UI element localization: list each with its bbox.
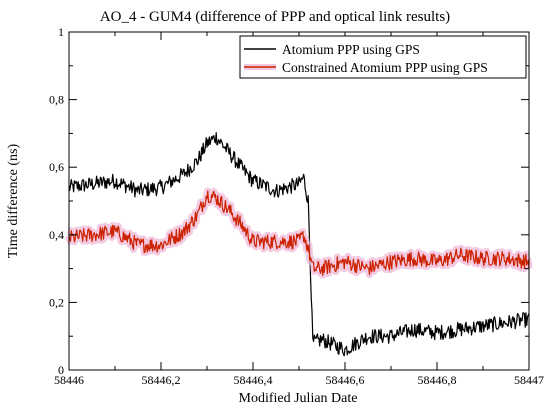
x-tick-label: 58446 (54, 373, 84, 387)
legend-box (239, 35, 527, 79)
legend-label-0: Atomium PPP using GPS (282, 42, 420, 57)
series-0-line (68, 132, 530, 357)
x-tick-label: 58446,6 (326, 373, 365, 387)
x-tick-label: 58446,8 (418, 373, 457, 387)
y-axis-title: Time difference (ns) (6, 144, 21, 259)
x-axis-title: Modified Julian Date (239, 391, 358, 406)
plot-area (65, 132, 533, 357)
y-tick-label: 0,8 (49, 93, 64, 107)
y-tick-label: 0 (58, 363, 64, 377)
plot-frame (68, 31, 530, 371)
chart-title: AO_4 - GUM4 (difference of PPP and optic… (100, 9, 450, 25)
legend: Atomium PPP using GPS Constrained Atomium… (239, 35, 527, 79)
series-1-uncertainty-band (65, 187, 533, 279)
legend-label-1: Constrained Atomium PPP using GPS (282, 60, 488, 75)
x-tick-label: 58446,4 (234, 373, 273, 387)
y-tick-label: 1 (58, 25, 64, 39)
x-tick-label: 58446,2 (142, 373, 181, 387)
series-1-line (68, 190, 530, 276)
y-tick-label: 0,4 (49, 228, 64, 242)
x-tick-label: 58447 (514, 373, 544, 387)
y-tick-label: 0,6 (49, 160, 64, 174)
axes: 58446 58446,2 58446,4 58446,6 58446,8 58447 0 0… (49, 25, 544, 387)
y-tick-label: 0,2 (49, 295, 64, 309)
